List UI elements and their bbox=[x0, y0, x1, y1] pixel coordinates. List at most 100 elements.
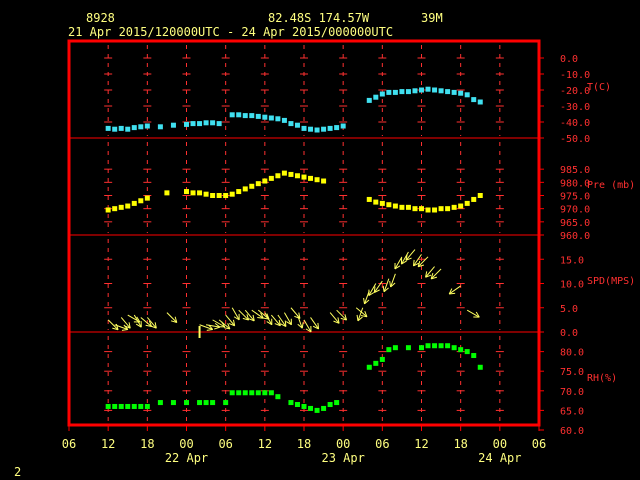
wind-arrow bbox=[231, 307, 240, 321]
data-point-pres bbox=[242, 186, 248, 192]
data-point-rh bbox=[425, 343, 431, 349]
data-point-rh bbox=[262, 390, 268, 396]
wind-arrow-head bbox=[430, 272, 434, 279]
wind-arrow-head bbox=[383, 287, 389, 293]
wind-arrow-head bbox=[278, 319, 281, 326]
wind-arrow-head bbox=[257, 317, 264, 319]
wind-arrow-head bbox=[357, 316, 363, 322]
wind-arrow-shaft bbox=[448, 285, 461, 295]
wind-arrow-shaft bbox=[225, 314, 236, 327]
wind-arrow-shaft bbox=[368, 283, 377, 296]
wind-arrow-shaft bbox=[218, 319, 231, 330]
wind-arrow-head bbox=[417, 260, 421, 267]
wind-arrow bbox=[394, 256, 403, 270]
data-point-temp bbox=[405, 89, 411, 95]
data-point-pres bbox=[288, 171, 294, 177]
wind-arrow-head bbox=[356, 314, 359, 321]
wind-arrow bbox=[329, 312, 340, 324]
wind-arrow-shaft bbox=[283, 312, 292, 325]
data-point-temp bbox=[438, 88, 444, 94]
data-point-temp bbox=[379, 91, 385, 97]
wind-arrow-shaft bbox=[140, 317, 152, 327]
data-point-temp bbox=[249, 113, 255, 119]
x-tick-label: 06 bbox=[62, 437, 76, 451]
y-tick-label-wind: 0.0 bbox=[560, 328, 578, 339]
wind-arrow-head bbox=[242, 317, 249, 321]
panel-label-rh: RH(%) bbox=[587, 373, 617, 384]
wind-arrow bbox=[225, 314, 236, 327]
data-point-temp bbox=[288, 121, 294, 127]
wind-arrow-shaft bbox=[244, 309, 255, 322]
data-point-temp bbox=[229, 112, 235, 118]
wind-arrow-shaft bbox=[425, 266, 435, 278]
station-id: 8928 bbox=[86, 11, 115, 25]
data-point-rh bbox=[184, 400, 189, 406]
data-point-temp bbox=[210, 120, 216, 126]
y-tick-label-rh: 60.0 bbox=[560, 426, 584, 437]
wind-arrow-head bbox=[206, 329, 213, 331]
data-point-rh bbox=[229, 390, 235, 396]
y-tick-label-temp: 0.0 bbox=[560, 54, 578, 65]
data-point-pres bbox=[236, 189, 242, 195]
data-point-rh bbox=[373, 360, 379, 366]
page-number: 2 bbox=[14, 465, 21, 479]
wind-arrow bbox=[368, 283, 377, 297]
data-point-rh bbox=[419, 345, 424, 351]
data-point-temp bbox=[138, 124, 144, 130]
data-point-temp bbox=[125, 126, 131, 132]
data-point-pres bbox=[105, 207, 111, 213]
data-point-temp bbox=[321, 126, 327, 132]
wind-arrow-shaft bbox=[394, 256, 403, 270]
data-point-rh bbox=[138, 403, 144, 409]
data-point-rh bbox=[223, 400, 229, 406]
y-tick-label-pres: 985.0 bbox=[560, 165, 590, 176]
wind-arrow-shaft bbox=[264, 312, 273, 325]
data-point-rh bbox=[432, 343, 438, 349]
data-point-temp bbox=[412, 88, 418, 94]
wind-arrow-head bbox=[425, 274, 432, 278]
wind-arrow-head bbox=[337, 317, 340, 324]
data-point-pres bbox=[379, 200, 385, 206]
wind-arrow-shaft bbox=[107, 319, 119, 331]
data-point-pres bbox=[366, 196, 372, 202]
data-point-pres bbox=[438, 206, 444, 212]
data-point-temp bbox=[451, 89, 457, 95]
y-tick-label-wind: 5.0 bbox=[560, 304, 578, 315]
wind-arrow bbox=[336, 309, 348, 321]
wind-arrow-head bbox=[373, 286, 376, 293]
wind-arrow-head bbox=[260, 312, 264, 319]
data-point-pres bbox=[131, 200, 137, 206]
data-point-temp bbox=[144, 123, 150, 129]
data-point-temp bbox=[471, 97, 477, 103]
data-point-pres bbox=[229, 191, 235, 197]
wind-arrow-head bbox=[417, 264, 425, 268]
y-tick-label-temp: -30.0 bbox=[560, 102, 590, 113]
wind-arrow bbox=[238, 309, 250, 321]
wind-arrow bbox=[140, 317, 152, 327]
data-point-temp bbox=[203, 120, 209, 126]
data-point-temp bbox=[170, 122, 176, 128]
wind-arrow-head bbox=[123, 324, 129, 330]
data-point-temp bbox=[242, 113, 248, 119]
wind-arrow bbox=[310, 317, 320, 330]
wind-arrow bbox=[466, 309, 480, 318]
wind-arrow bbox=[270, 314, 281, 327]
wind-arrow bbox=[264, 312, 273, 326]
wind-arrow-head bbox=[301, 322, 304, 329]
data-point-pres bbox=[432, 207, 438, 213]
data-point-rh bbox=[125, 403, 131, 409]
wind-arrow-head bbox=[223, 327, 230, 330]
x-tick-label: 06 bbox=[375, 437, 389, 451]
y-tick-label-wind: 10.0 bbox=[560, 280, 584, 291]
wind-arrow-head bbox=[364, 299, 370, 305]
wind-arrow-head bbox=[374, 289, 380, 293]
wind-arrow bbox=[251, 309, 264, 319]
wind-arrow-head bbox=[305, 328, 312, 333]
wind-arrow-head bbox=[317, 322, 320, 329]
wind-arrow-head bbox=[363, 297, 365, 305]
wind-arrow-shaft bbox=[329, 312, 340, 324]
wind-arrow-head bbox=[448, 288, 453, 295]
wind-arrow-shaft bbox=[120, 317, 131, 329]
wind-arrow-head bbox=[413, 262, 420, 267]
wind-arrow-head bbox=[333, 320, 340, 324]
